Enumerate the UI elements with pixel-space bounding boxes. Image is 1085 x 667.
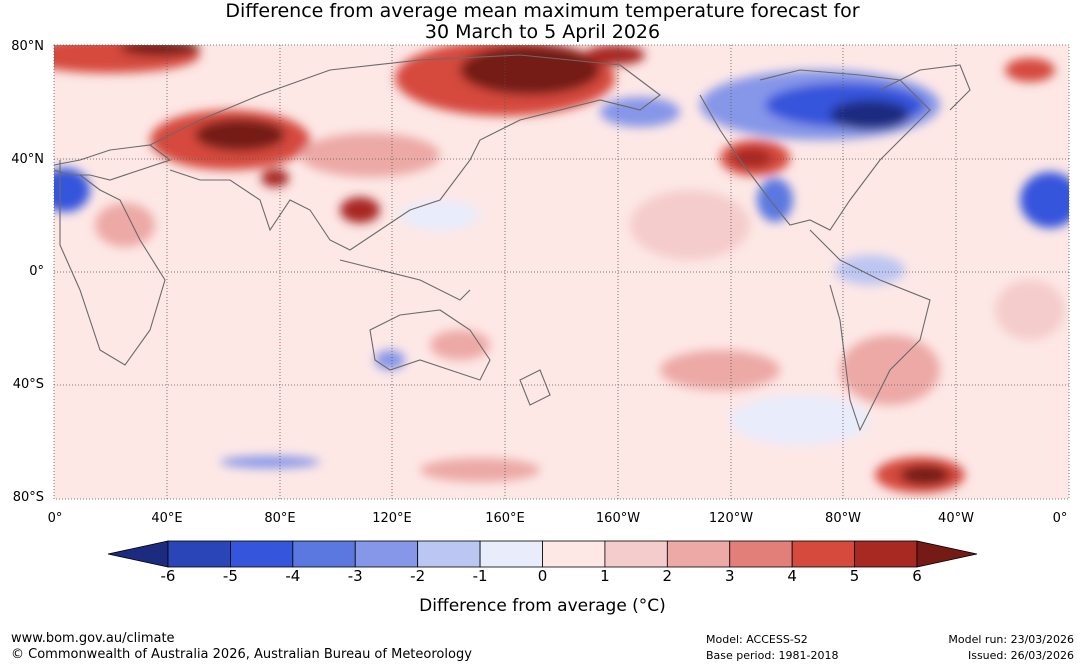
lon-label-160e: 160°E	[485, 511, 525, 526]
colorbar-tick-label: -6	[160, 567, 176, 585]
footer-website-link[interactable]: www.bom.gov.au/climate	[11, 631, 175, 646]
lon-label-40w: 40°W	[938, 511, 974, 526]
colorbar-tick-label: 6	[912, 567, 922, 585]
colorbar-swatch	[292, 540, 356, 568]
colorbar-tick-label: 2	[662, 567, 673, 585]
map-title-line1: Difference from average mean maximum tem…	[225, 0, 860, 22]
lat-label-40s: 40°S	[12, 377, 44, 392]
colorbar-tick-label: 5	[849, 567, 860, 585]
colorbar-swatch	[791, 540, 855, 568]
lat-label-80n: 80°N	[11, 39, 44, 54]
footer-issued: Issued: 26/03/2026	[967, 649, 1074, 662]
colorbar-swatch	[854, 540, 918, 568]
colorbar-swatch	[230, 540, 294, 568]
colorbar-tick-label: -1	[472, 567, 488, 585]
map-title-line2: 30 March to 5 April 2026	[424, 21, 661, 43]
colorbar-tick-label: -2	[410, 567, 426, 585]
colorbar-swatch	[417, 540, 481, 568]
colorbar-swatch	[354, 540, 419, 568]
lon-label-160w: 160°W	[595, 511, 641, 526]
lon-label-120e: 120°E	[372, 511, 412, 526]
lon-label-80w: 80°W	[825, 511, 861, 526]
footer-base-period: Base period: 1981-2018	[706, 649, 839, 662]
colorbar-swatch	[167, 540, 231, 568]
lon-label-0-right: 0°	[1052, 511, 1068, 526]
colorbar-tick-label: -3	[347, 567, 363, 585]
colorbar-extend-low	[107, 540, 169, 568]
colorbar-tick-label: -5	[222, 567, 238, 585]
colorbar-swatch	[542, 540, 606, 568]
colorbar-extend-high	[916, 540, 978, 568]
colorbar-tick-label: 0	[537, 567, 548, 585]
colorbar-swatch	[604, 540, 668, 568]
map-frame	[53, 44, 1070, 500]
colorbar-swatch	[479, 540, 543, 568]
lat-label-40n: 40°N	[11, 152, 44, 167]
colorbar-label: Difference from average (°C)	[419, 596, 666, 616]
lon-label-120w: 120°W	[708, 511, 754, 526]
colorbar-tick-label: 4	[787, 567, 797, 585]
colorbar-swatch	[729, 540, 793, 568]
colorbar-swatch	[666, 540, 731, 568]
lat-label-80s: 80°S	[12, 490, 44, 505]
colorbar-tick-label: 3	[724, 567, 735, 585]
footer-model-run: Model run: 23/03/2026	[948, 633, 1074, 646]
footer-copyright: © Commonwealth of Australia 2026, Austra…	[11, 647, 472, 662]
colorbar-tick-label: -4	[285, 567, 301, 585]
lon-label-40e: 40°E	[151, 511, 183, 526]
lat-label-0: 0°	[29, 264, 44, 279]
footer-model: Model: ACCESS-S2	[706, 633, 808, 646]
colorbar-tick-label: 1	[600, 567, 610, 585]
lon-label-80e: 80°E	[264, 511, 296, 526]
coastlines	[54, 54, 971, 432]
lon-label-0-left: 0°	[47, 511, 63, 526]
graticule	[54, 45, 1069, 499]
